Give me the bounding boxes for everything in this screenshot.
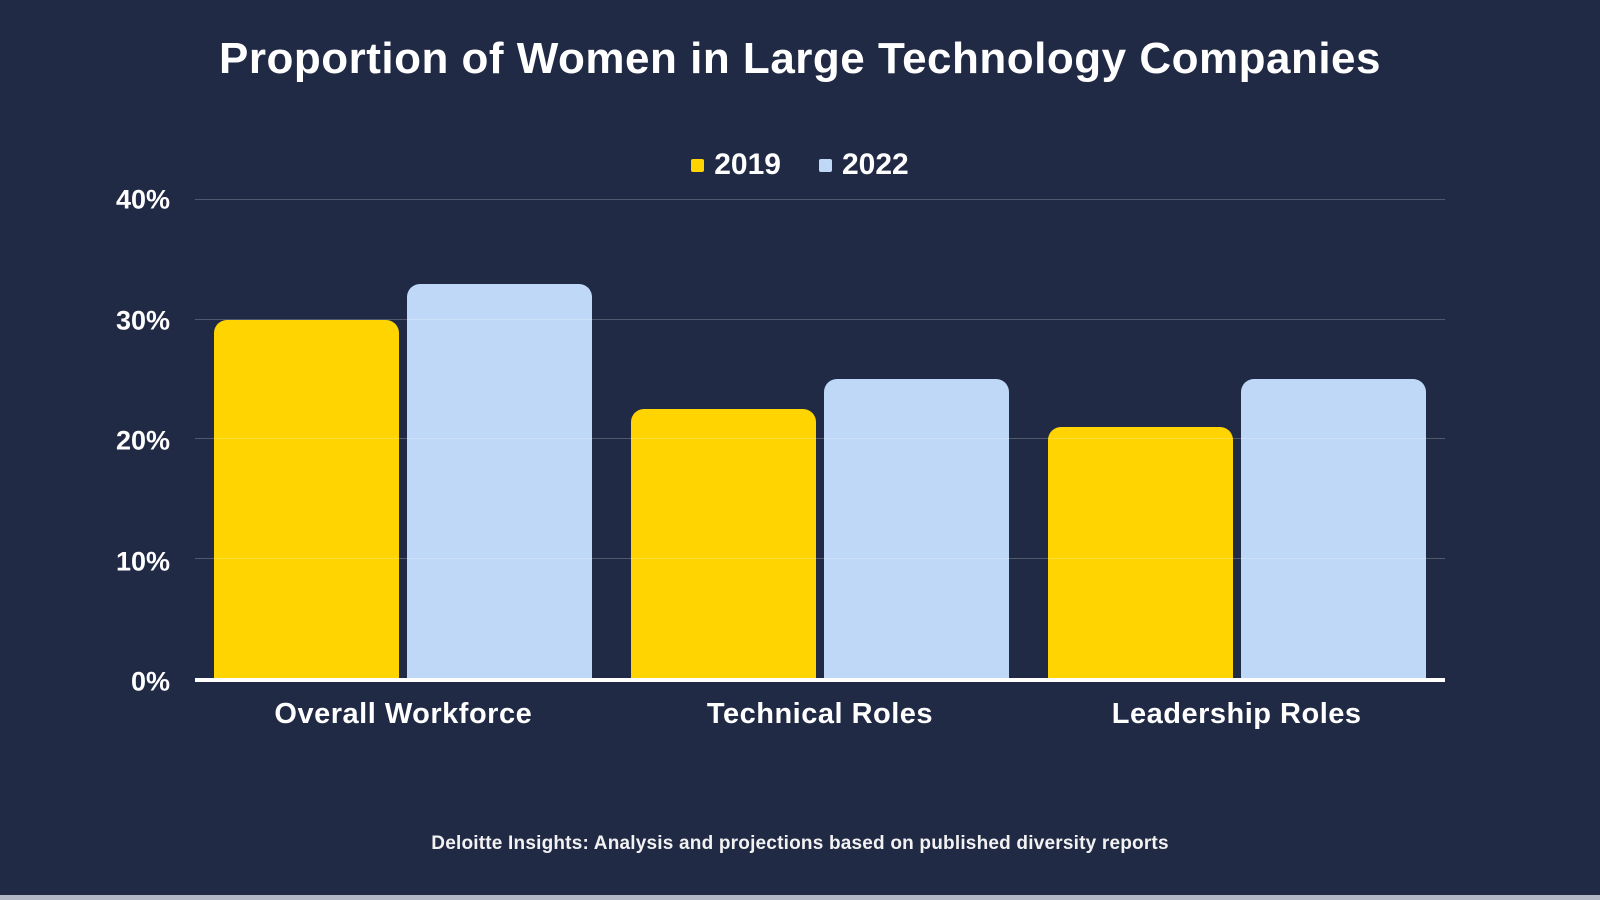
x-labels: Overall Workforce Technical Roles Leadersh… [195,698,1445,731]
y-axis: 0% 10% 20% 30% 40% [60,185,170,697]
legend-label-2019: 2019 [714,148,781,181]
bar-2019-technical-roles [630,409,816,678]
plot-area [195,199,1445,682]
bar-2022-leadership-roles [1240,379,1426,678]
bar-2019-leadership-roles [1047,427,1233,678]
x-axis-label-overall-workforce: Overall Workforce [274,698,533,730]
y-tick-label: 10% [115,546,170,576]
bar-2022-technical-roles [823,379,1009,678]
y-tick-label: 20% [115,425,170,456]
gridline [195,557,1445,559]
legend-swatch-2019 [691,158,705,172]
bar-group-technical-roles [630,200,1009,678]
x-axis-label-leadership-roles: Leadership Roles [1111,698,1362,730]
bar-2022-overall-workforce [407,283,593,678]
chart-title: Proportion of Women in Large Technology … [218,34,1382,83]
legend-swatch-2022 [819,158,832,172]
x-axis-label-technical-roles: Technical Roles [706,698,934,730]
bar-2019-overall-workforce [214,319,400,678]
legend-label-2022: 2022 [842,148,909,181]
bar-group-overall-workforce [214,200,593,678]
gridline [195,318,1445,320]
gridline [195,438,1445,439]
legend-item-2019: 2019 [691,148,781,182]
y-tick-label: 40% [115,184,170,215]
legend: 2019 2022 [0,148,1600,182]
legend-item-2022: 2022 [819,148,909,182]
bottom-edge-strip [0,895,1600,900]
bar-groups [195,200,1445,678]
y-tick-label: 30% [115,305,170,335]
source-note: Deloitte Insights: Analysis and projecti… [431,833,1169,854]
y-tick-label: 0% [130,666,170,697]
gridline [195,199,1445,200]
bar-group-leadership-roles [1047,200,1426,678]
